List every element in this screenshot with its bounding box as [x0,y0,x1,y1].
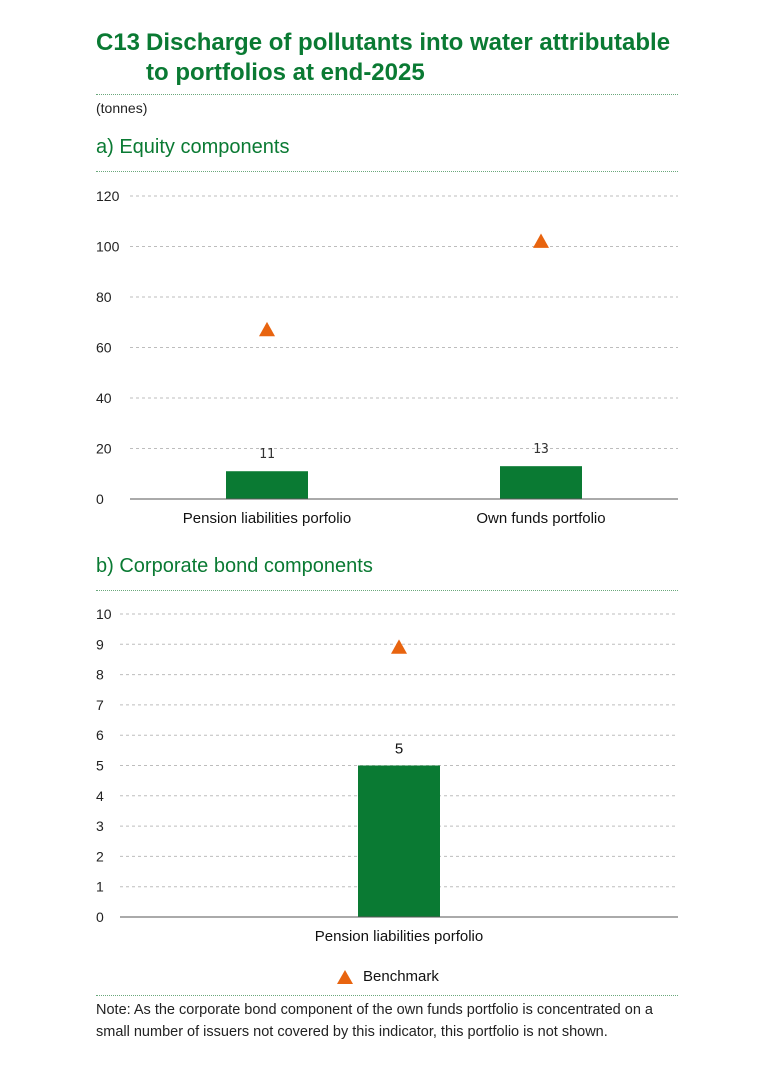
y-tick-label: 6 [96,727,104,743]
title-line-1: Discharge of pollutants into water attri… [146,29,671,56]
bar [226,471,308,499]
chart-code: C13 [96,29,141,56]
legend: Benchmark [337,968,439,985]
y-tick-label: 80 [96,289,112,305]
equity-chart: 0 20 40 60 80 100 120 11 Pension liabilities por… [96,188,678,527]
data-label: 5 [395,741,403,758]
x-category-label: Pension liabilities porfolio [183,510,351,527]
y-tick-label: 9 [96,636,104,652]
x-category-label: Pension liabilities porfolio [315,928,483,945]
note: Note: As the corporate bond component of… [96,1002,653,1040]
divider [96,94,678,95]
chart-title: C13 Discharge of pollutants into water at… [96,28,736,88]
data-label: 11 [259,447,275,462]
y-tick-label: 0 [96,909,104,925]
x-category-label: Own funds portfolio [476,510,605,527]
y-tick-label: 3 [96,818,104,834]
divider [96,995,678,996]
y-tick-label: 60 [96,340,112,356]
benchmark-marker [259,321,275,337]
benchmark-marker [391,639,407,654]
divider [96,590,678,591]
bar [358,765,440,917]
panel-b-title: b) Corporate bond components [96,555,373,577]
data-label: 13 [533,442,549,457]
bar [500,466,582,499]
y-tick-label: 7 [96,697,104,713]
y-tick-label: 8 [96,667,104,683]
y-tick-label: 40 [96,390,112,406]
divider [96,171,678,172]
units-label: (tonnes) [96,100,148,116]
y-tick-label: 0 [96,491,104,507]
corporate-bond-chart: 0 1 2 3 4 5 6 7 8 9 10 5 Pension liabilities porfoli… [96,606,678,945]
y-tick-label: 2 [96,848,104,864]
title-line-2: to portfolios at end-2025 [146,59,425,86]
panel-a-title: a) Equity components [96,136,290,158]
y-tick-label: 120 [96,188,120,204]
y-tick-label: 5 [96,758,104,774]
y-tick-label: 1 [96,879,104,895]
y-tick-label: 10 [96,606,112,622]
y-tick-label: 100 [96,239,120,255]
y-tick-label: 4 [96,788,104,804]
legend-benchmark-label: Benchmark [363,968,439,985]
y-tick-label: 20 [96,441,112,457]
benchmark-marker [533,233,549,248]
benchmark-triangle-icon [337,969,353,984]
